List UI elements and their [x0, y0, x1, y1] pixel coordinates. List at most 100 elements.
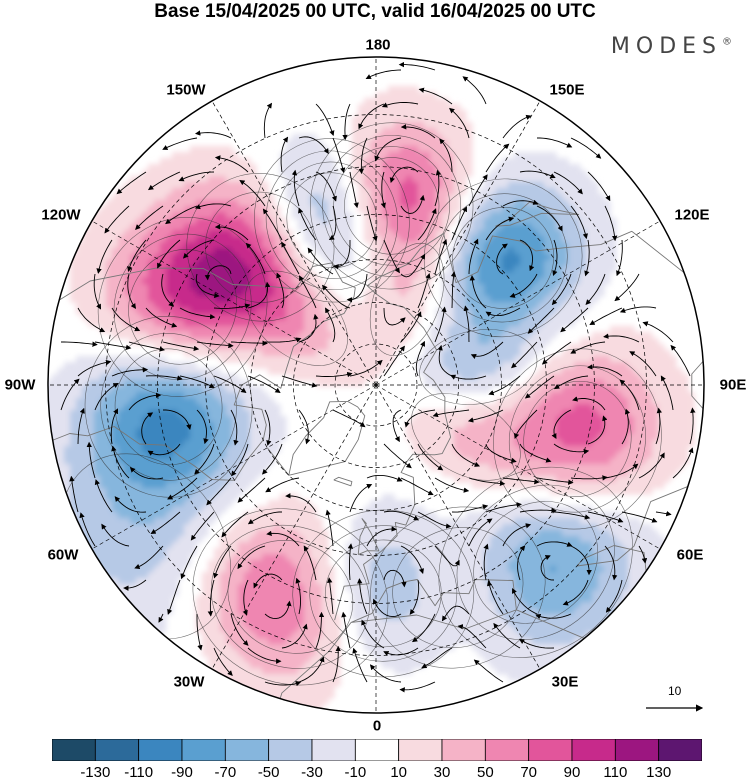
streamline: [572, 396, 606, 411]
streamline: [587, 364, 623, 377]
streamline: [298, 136, 329, 155]
streamline: [509, 273, 538, 298]
streamline: [94, 382, 119, 411]
contour-line: [245, 270, 348, 366]
streamline: [213, 303, 251, 309]
streamline: [157, 239, 181, 269]
streamline: [434, 477, 470, 493]
streamline: [502, 477, 540, 485]
streamline: [536, 541, 573, 547]
streamline: [372, 598, 402, 618]
streamline: [642, 321, 674, 343]
latitude-circle: [293, 302, 459, 468]
streamline: [182, 239, 215, 259]
streamline: [485, 502, 522, 513]
streamline: [333, 240, 351, 270]
colorbar-swatch: [658, 739, 702, 761]
streamline: [417, 273, 431, 309]
streamline: [358, 103, 385, 130]
streamline: [672, 447, 694, 479]
streamline: [196, 614, 203, 651]
streamline: [518, 638, 555, 649]
coastline: [48, 262, 356, 470]
streamline: [134, 545, 164, 569]
streamline: [570, 137, 602, 159]
streamline: [242, 579, 249, 616]
streamline: [437, 344, 453, 377]
streamline: [110, 408, 119, 445]
streamline: [468, 174, 488, 207]
streamline: [417, 208, 437, 241]
lon-label-90e: 90E: [719, 376, 747, 394]
streamline: [129, 466, 164, 480]
streamline: [415, 340, 425, 377]
streamline: [291, 169, 300, 207]
streamline: [221, 511, 249, 538]
contour-line: [292, 509, 475, 678]
streamline: [541, 341, 572, 365]
lon-label-150e: 150E: [549, 81, 585, 99]
streamline: [349, 359, 383, 377]
streamline: [303, 545, 317, 581]
streamline: [638, 452, 665, 479]
colorbar-tick-label: -90: [171, 764, 193, 781]
colorbar-tick-label: 10: [390, 764, 407, 781]
streamline: [247, 375, 281, 394]
streamline: [536, 477, 574, 485]
streamline: [361, 619, 385, 649]
streamline: [298, 656, 325, 683]
lon-label-120w: 120W: [41, 206, 81, 224]
streamline: [346, 273, 368, 303]
streamline: [158, 613, 164, 623]
colorbar: [52, 739, 702, 761]
streamline: [94, 341, 132, 351]
streamline: [116, 171, 147, 195]
streamline: [328, 205, 337, 240]
streamline: [552, 239, 558, 277]
streamline: [264, 409, 272, 446]
streamline: [196, 341, 234, 349]
streamline: [399, 681, 436, 693]
streamline: [616, 239, 623, 277]
streamline: [400, 311, 422, 343]
streamline: [383, 345, 405, 377]
streamline: [488, 375, 521, 396]
streamline: [161, 273, 175, 307]
streamline: [553, 443, 590, 455]
streamline: [369, 664, 402, 683]
streamline: [204, 265, 232, 281]
streamline: [434, 238, 448, 275]
streamline: [230, 409, 239, 446]
streamline: [237, 545, 266, 570]
streamline: [325, 509, 334, 547]
colorbar-swatch: [354, 739, 400, 761]
streamline: [409, 579, 420, 615]
streamline: [411, 613, 436, 643]
streamline: [280, 136, 289, 173]
streamline: [449, 107, 470, 139]
streamline: [111, 445, 130, 479]
streamline: [195, 273, 220, 299]
streamline: [207, 579, 215, 617]
streamline: [374, 137, 402, 162]
contour-line: [419, 329, 538, 405]
streamline: [389, 166, 419, 184]
streamline: [315, 611, 325, 649]
streamline: [281, 623, 308, 649]
streamline: [298, 313, 319, 343]
streamline: [247, 647, 282, 664]
brand-logo: MODES®: [611, 34, 732, 59]
streamline: [194, 203, 232, 210]
streamline: [322, 284, 351, 309]
streamline: [61, 341, 98, 347]
streamline: [237, 477, 266, 503]
latitude-circle: [250, 259, 502, 511]
streamline: [298, 409, 311, 445]
streamline: [511, 341, 538, 369]
streamline: [629, 351, 657, 377]
streamline: [190, 511, 215, 541]
streamline: [604, 205, 618, 242]
streamline: [213, 375, 247, 394]
streamline: [230, 613, 249, 646]
